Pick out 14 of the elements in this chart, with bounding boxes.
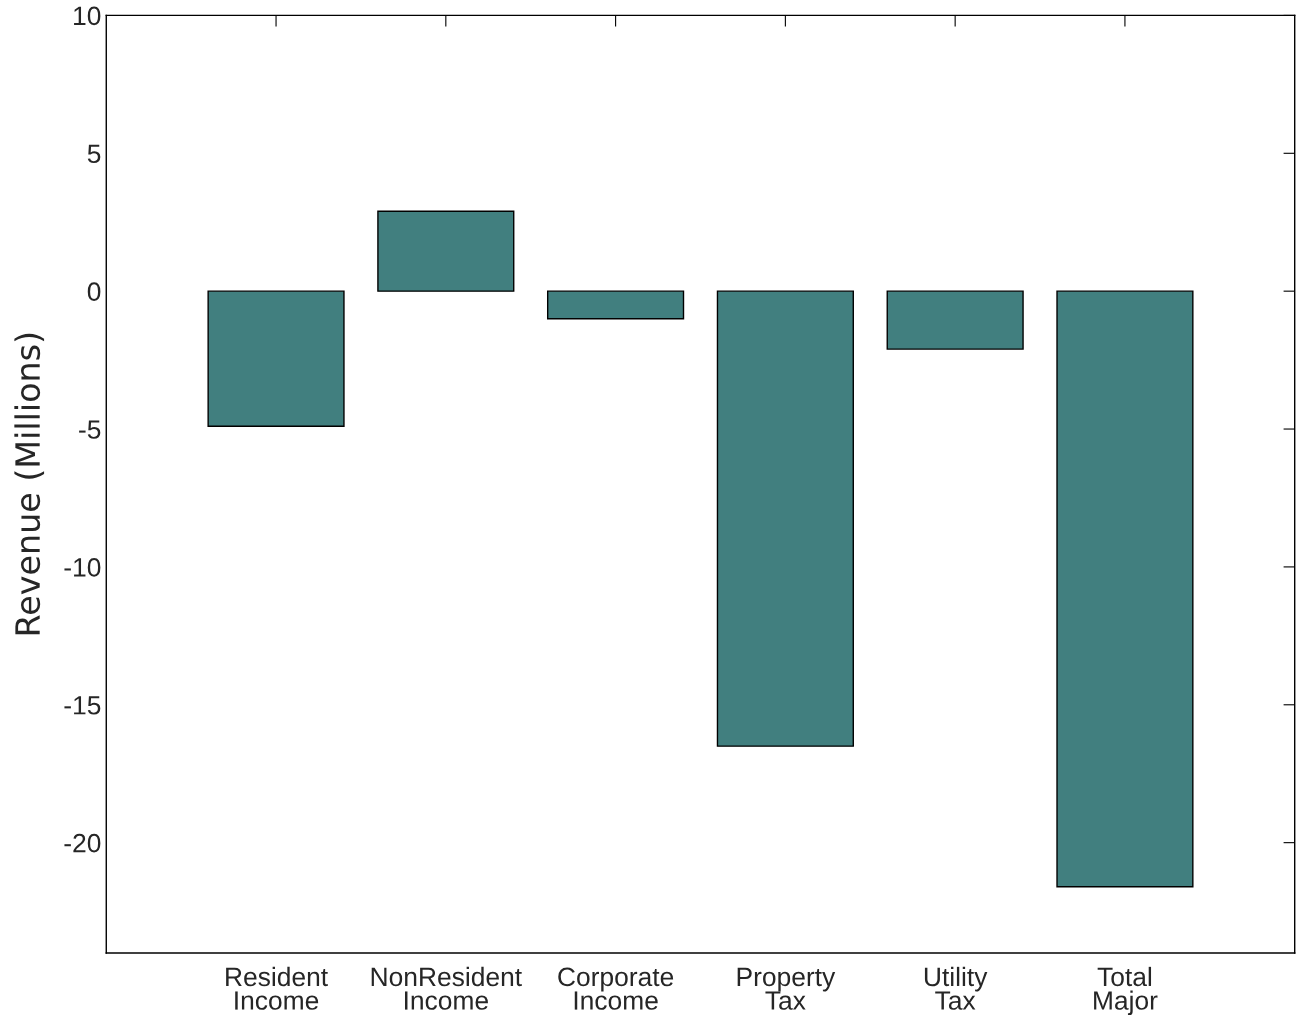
- y-axis-title: Revenue (Millions): [14, 333, 45, 635]
- y-tick-label: -15: [64, 696, 101, 715]
- y-tick-label: 0: [87, 282, 101, 301]
- x-tick-label: Total Major: [1094, 966, 1158, 1016]
- x-tick-label: NonResident Income: [371, 966, 522, 1010]
- y-tick-label: 10: [74, 6, 101, 26]
- x-tick-label: Utility Tax: [924, 966, 988, 1010]
- x-tick-label: Corporate Income: [558, 967, 674, 1010]
- y-tick-label: -20: [64, 833, 101, 853]
- y-tick-label: -5: [79, 420, 101, 439]
- x-tick-label: Property Tax: [737, 967, 836, 1010]
- y-tick-label: -10: [64, 558, 101, 577]
- y-tick-label: 5: [87, 144, 101, 164]
- x-tick-label: Resident Income: [226, 966, 328, 1010]
